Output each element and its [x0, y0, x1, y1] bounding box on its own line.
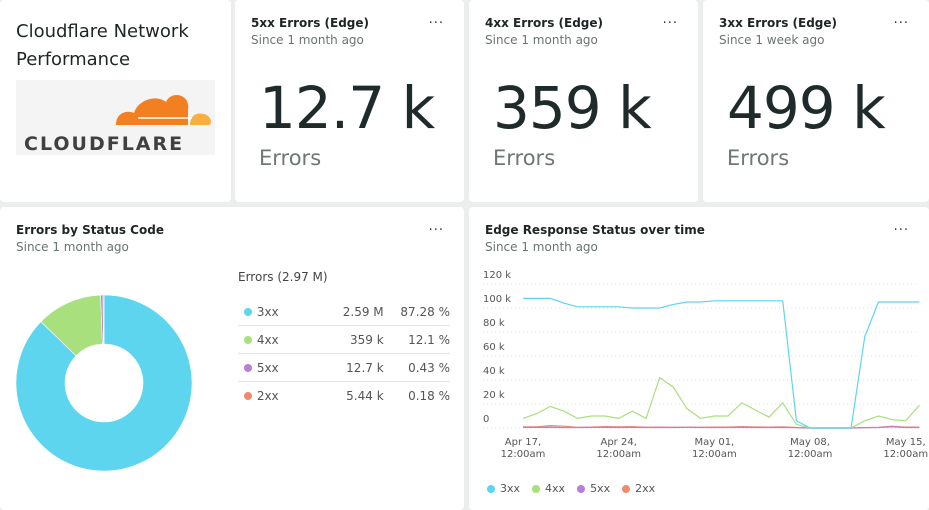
card-title: 5xx Errors (Edge) — [251, 16, 370, 30]
card-subtitle: Since 1 month ago — [251, 33, 364, 47]
kpi-value: 359 k — [493, 74, 652, 142]
legend-dot — [622, 484, 631, 493]
donut-slice-3xx[interactable] — [15, 294, 193, 472]
more-menu-icon[interactable]: ... — [428, 12, 444, 27]
legend-label: 5xx — [590, 482, 611, 495]
legend-value: 2.59 M — [342, 304, 384, 319]
legend-label: 5xx — [256, 360, 279, 375]
legend-label: 2xx — [256, 389, 279, 403]
svg-text:CLOUDFLARE: CLOUDFLARE — [24, 133, 184, 155]
x-tick-label-time: 12:00am — [596, 449, 641, 460]
series-line-5xx[interactable] — [523, 426, 920, 429]
legend-dot — [487, 484, 495, 493]
card-title: 4xx Errors (Edge) — [485, 16, 604, 30]
legend-dot — [244, 307, 252, 316]
series-line-4xx[interactable] — [522, 376, 920, 429]
card-subtitle: Since 1 month ago — [485, 240, 598, 254]
legend-item-4xx[interactable]: 4xx — [532, 482, 565, 495]
legend-row-2xx[interactable]: 2xx 5.44 k 0.18 % — [238, 382, 450, 410]
x-tick-label-time: 12:00am — [692, 449, 737, 460]
y-tick-label: 40 k — [483, 366, 505, 377]
donut-legend: Errors (2.97 M) 3xx 2.59 M 87.28 % 4xx 359 k… — [238, 270, 450, 410]
cloudflare-logo: CLOUDFLARE — [16, 80, 215, 155]
legend-item-5xx[interactable]: 5xx — [577, 482, 610, 495]
donut-chart — [15, 294, 193, 472]
legend-percent: 0.43 % — [408, 360, 450, 375]
x-tick-label: Apr 24, — [600, 437, 636, 448]
legend-value: 12.7 k — [346, 360, 384, 375]
legend-dot — [532, 484, 541, 493]
card-subtitle: Since 1 month ago — [485, 33, 598, 47]
dashboard-title: Cloudflare Network Performance — [16, 21, 189, 70]
y-tick-label: 120 k — [483, 270, 511, 281]
legend-row-5xx[interactable]: 5xx 12.7 k 0.43 % — [238, 354, 450, 382]
legend-row-3xx[interactable]: 3xx 2.59 M 87.28 % — [238, 298, 450, 326]
y-tick-label: 80 k — [483, 318, 505, 329]
kpi-card-3xx: 3xx Errors (Edge) Since 1 week ago ... 4… — [703, 0, 929, 202]
kpi-unit: Errors — [259, 146, 322, 170]
legend-value: 359 k — [349, 332, 384, 347]
x-tick-label: Apr 17, — [505, 437, 541, 448]
more-menu-icon[interactable]: ... — [893, 12, 909, 27]
legend-label: 3xx — [256, 304, 279, 319]
y-tick-label: 20 k — [483, 390, 505, 401]
legend-header: Errors (2.97 M) — [238, 270, 328, 284]
y-tick-label: 60 k — [483, 342, 505, 353]
x-tick-label-time: 12:00am — [501, 449, 546, 460]
errors-by-status-card: Errors by Status Code Since 1 month ago … — [0, 207, 464, 510]
more-menu-icon[interactable]: ... — [428, 219, 444, 234]
legend-dot — [244, 392, 252, 400]
x-tick-label: May 01, — [694, 437, 734, 448]
y-tick-label: 0 — [483, 414, 489, 425]
kpi-value: 12.7 k — [259, 74, 435, 142]
legend-dot — [244, 335, 252, 344]
x-tick-label: May 15, — [886, 437, 926, 448]
legend-dot — [577, 484, 586, 493]
kpi-value: 499 k — [727, 74, 886, 142]
y-tick-label: 100 k — [483, 294, 511, 305]
legend-label: 2xx — [635, 482, 656, 495]
card-subtitle: Since 1 week ago — [719, 33, 825, 47]
edge-response-card: Edge Response Status over time Since 1 m… — [469, 207, 929, 510]
more-menu-icon[interactable]: ... — [662, 12, 678, 27]
x-tick-label: May 08, — [790, 437, 830, 448]
kpi-card-5xx: 5xx Errors (Edge) Since 1 month ago ... … — [235, 0, 464, 202]
x-tick-label-time: 12:00am — [788, 449, 833, 460]
card-title: Edge Response Status over time — [485, 223, 705, 237]
title-card: Cloudflare Network Performance CLOUDFLAR… — [0, 0, 231, 202]
card-title: Errors by Status Code — [16, 223, 164, 237]
line-legend: 3xx 4xx 5xx 2xx — [487, 482, 655, 495]
legend-label: 3xx — [500, 482, 521, 495]
legend-dot — [244, 363, 252, 372]
legend-item-3xx[interactable]: 3xx — [487, 482, 520, 495]
card-title: 3xx Errors (Edge) — [719, 16, 838, 30]
kpi-card-4xx: 4xx Errors (Edge) Since 1 month ago ... … — [469, 0, 698, 202]
legend-percent: 0.18 % — [408, 389, 450, 403]
legend-value: 5.44 k — [346, 389, 384, 403]
series-line-3xx[interactable] — [523, 297, 920, 429]
kpi-unit: Errors — [493, 146, 556, 170]
legend-percent: 12.1 % — [408, 332, 450, 347]
kpi-unit: Errors — [727, 146, 790, 170]
more-menu-icon[interactable]: ... — [893, 219, 909, 234]
legend-percent: 87.28 % — [400, 304, 450, 319]
donut-slice-2xx[interactable] — [102, 294, 105, 345]
legend-row-4xx[interactable]: 4xx 359 k 12.1 % — [238, 326, 450, 354]
card-subtitle: Since 1 month ago — [16, 240, 129, 254]
legend-label: 4xx — [545, 482, 566, 495]
legend-item-2xx[interactable]: 2xx — [622, 482, 655, 495]
x-tick-label-time: 12:00am — [883, 449, 928, 460]
legend-label: 4xx — [256, 332, 279, 347]
